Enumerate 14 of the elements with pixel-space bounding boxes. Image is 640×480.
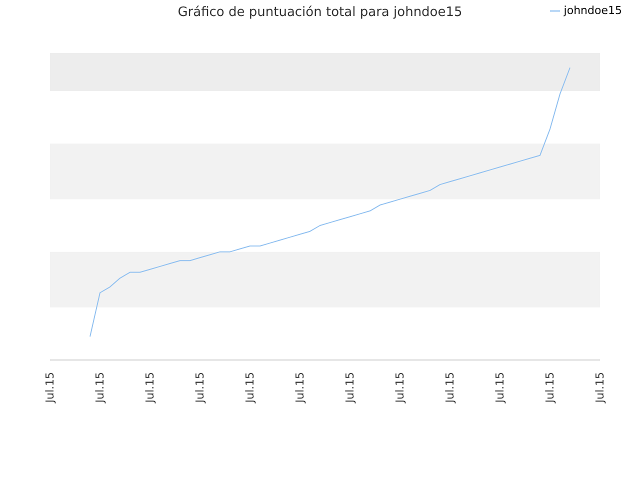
legend-label: johndoe15	[564, 4, 622, 17]
x-tick-label: Jul.15	[194, 372, 206, 404]
x-tick-label: Jul.15	[394, 372, 406, 404]
x-tick-label: Jul.15	[444, 372, 456, 404]
x-tick-label: Jul.15	[594, 372, 606, 404]
x-tick-label: Jul.15	[94, 372, 106, 404]
chart-title: Gráfico de puntuación total para johndoe15	[178, 5, 462, 20]
x-tick-label: Jul.15	[544, 372, 556, 404]
x-tick-label: Jul.15	[244, 372, 256, 404]
x-tick-label: Jul.15	[144, 372, 156, 404]
x-tick-label: Jul.15	[494, 372, 506, 404]
x-tick-label: Jul.15	[294, 372, 306, 404]
x-tick-label: Jul.15	[44, 372, 56, 404]
x-tick-label: Jul.15	[344, 372, 356, 404]
